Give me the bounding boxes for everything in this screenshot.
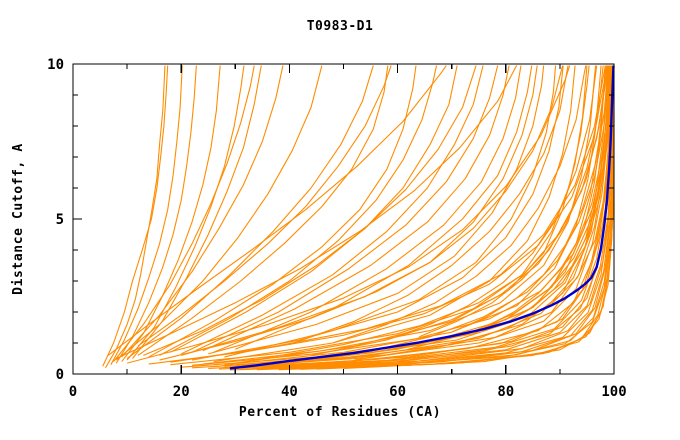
- series-model-09: [121, 65, 284, 358]
- x-tick-label-60: 60: [389, 384, 406, 400]
- y-tick-label-5: 5: [56, 212, 64, 228]
- series-model-55: [137, 65, 392, 347]
- series-model-67: [262, 65, 609, 360]
- series-model-05: [121, 65, 221, 362]
- series-model-08: [113, 65, 255, 362]
- y-axis-label: Distance Cutoff, A: [11, 143, 26, 295]
- series-model-35: [191, 65, 611, 369]
- series-model-04: [115, 65, 197, 364]
- x-tick-label-20: 20: [173, 384, 190, 400]
- y-tick-label-10: 10: [47, 57, 64, 73]
- series-model-16: [180, 65, 484, 355]
- x-tick-label-100: 100: [601, 384, 626, 400]
- series-model-02: [102, 65, 169, 367]
- series-model-54: [159, 65, 564, 361]
- series-model-68: [126, 65, 571, 364]
- series-model-74: [148, 65, 609, 365]
- series-model-13: [148, 65, 417, 358]
- x-axis-label: Percent of Residues (CA): [239, 405, 441, 420]
- series-layer: [102, 65, 615, 371]
- series-model-27: [170, 65, 590, 366]
- series-model-59: [386, 65, 598, 341]
- x-tick-label-40: 40: [281, 384, 298, 400]
- series-model-39: [208, 65, 613, 369]
- series-model-03: [110, 65, 183, 365]
- x-tick-label-0: 0: [69, 384, 77, 400]
- series-model-26: [235, 65, 588, 364]
- x-tick-label-80: 80: [497, 384, 514, 400]
- series-model-56: [143, 65, 477, 356]
- series-model-57: [289, 65, 569, 346]
- series-model-17: [191, 65, 499, 353]
- series-model-65: [365, 65, 611, 353]
- series-model-07: [132, 65, 262, 359]
- series-model-01: [104, 65, 166, 369]
- series-model-21: [181, 65, 538, 356]
- series-model-20: [235, 65, 533, 350]
- series-model-70: [107, 65, 447, 356]
- series-model-25: [213, 65, 576, 363]
- page-title: T0983-D1: [307, 19, 374, 34]
- series-model-62: [483, 65, 612, 328]
- y-tick-label-0: 0: [56, 367, 64, 383]
- series-model-22: [208, 65, 545, 355]
- series-model-75: [191, 65, 612, 366]
- series-model-23: [224, 65, 557, 358]
- series-model-71: [300, 65, 613, 363]
- series-model-06: [126, 65, 245, 361]
- series-model-18: [202, 65, 510, 352]
- series-model-10: [115, 65, 323, 361]
- series-model-15: [170, 65, 458, 353]
- series-model-11: [126, 65, 374, 359]
- series-model-12: [137, 65, 389, 356]
- series-model-69: [116, 65, 518, 359]
- series-highlighted-model: [229, 65, 615, 370]
- series-model-58: [332, 65, 587, 344]
- axes-layer: 0 20 40 60 80 100 0 5 10: [47, 57, 627, 400]
